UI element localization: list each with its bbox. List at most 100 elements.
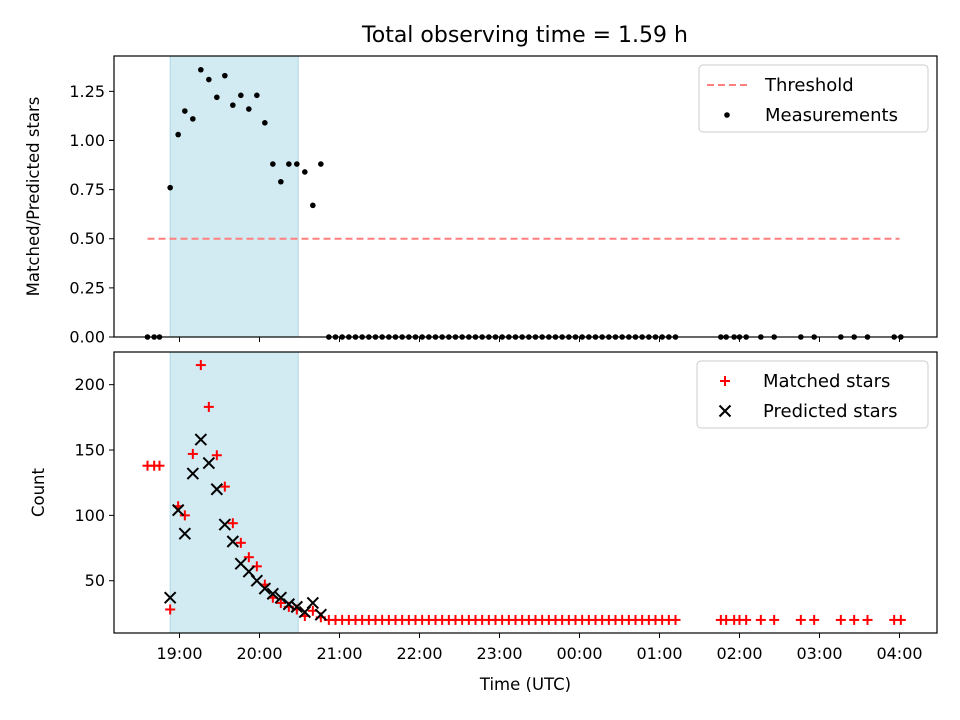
x-tick-label: 20:00 [236, 644, 282, 663]
predicted-star-point [306, 596, 320, 610]
predicted-star-stroke-b [282, 598, 296, 611]
measurement-point [278, 178, 284, 185]
predicted-star-stroke-b [178, 527, 192, 540]
measurement-point [175, 131, 181, 138]
predicted-star-stroke-b [306, 596, 320, 610]
legend-label: Matched stars [763, 371, 890, 392]
predicted-star-point [202, 456, 216, 470]
y-tick-label: 150 [74, 441, 105, 460]
predicted-star-stroke-b [218, 518, 232, 531]
legend-predicted-handle [718, 404, 732, 418]
chart-title: Total observing time = 1.59 h [361, 23, 688, 48]
matched-star-point [862, 614, 873, 625]
predicted-star-point [258, 582, 272, 595]
y-tick-label: 100 [74, 506, 105, 525]
matched-star-point [243, 552, 254, 563]
measurement-point [222, 72, 228, 79]
legend-measurement-handle [724, 112, 730, 118]
predicted-star-point [210, 483, 224, 496]
ratio-panel: 0.00 0.25 0.50 0.75 1.00 1.25 Matched/Predicte… [24, 55, 938, 347]
matched-star-point [809, 614, 820, 625]
matched-star-point [165, 604, 176, 615]
measurement-point [238, 92, 244, 99]
axes-frame [113, 351, 938, 634]
predicted-star-stroke-b [274, 591, 288, 604]
x-tick-label: 23:00 [476, 644, 522, 663]
predicted-star-stroke-b [171, 503, 185, 517]
predicted-star-point [194, 433, 208, 446]
x-tick-label: 00:00 [556, 644, 602, 663]
legend-label: Threshold [764, 75, 854, 96]
matched-star-point [235, 537, 246, 548]
y-tick-label: 0.25 [69, 278, 105, 297]
measurement-point [318, 161, 324, 167]
predicted-star-stroke-b [202, 456, 216, 470]
matched-star-point [211, 450, 222, 461]
predicted-star-point [178, 527, 192, 540]
predicted-star-stroke-b [234, 557, 248, 570]
matched-star-point [835, 614, 846, 625]
y-tick-label: 0.50 [69, 229, 105, 248]
y-tick-label: 0.75 [69, 180, 105, 199]
y-tick-label: 1.00 [69, 131, 105, 150]
y-axis-label: Count [29, 467, 48, 517]
measurement-point [190, 116, 196, 122]
matched-star-point [849, 614, 860, 625]
matched-star-point [741, 614, 752, 625]
predicted-star-point [282, 598, 296, 611]
measurement-point [286, 161, 292, 167]
x-axis-label: Time (UTC) [479, 675, 571, 694]
measurement-point [214, 94, 220, 101]
x-tick-label: 22:00 [396, 644, 442, 663]
predicted-star-point [163, 591, 177, 604]
matched-star-point [795, 614, 806, 625]
matched-star-point [203, 401, 214, 412]
predicted-star-stroke-b [226, 535, 240, 548]
observing-window-shade [169, 351, 299, 634]
predicted-star-stroke-b [210, 483, 224, 496]
predicted-star-point [266, 587, 280, 600]
matched-star-point [769, 614, 780, 625]
predicted-star-stroke-b [290, 600, 304, 614]
y-tick-label: 200 [74, 375, 105, 394]
predicted-star-stroke-b [250, 574, 264, 587]
matched-star-point [895, 614, 906, 625]
x-tick-label: 01:00 [636, 644, 682, 663]
legend: Threshold Measurements [698, 64, 929, 133]
legend-label: Measurements [765, 105, 898, 126]
predicted-star-point [274, 591, 288, 604]
predicted-star-point [314, 608, 328, 621]
y-tick-label: 1.25 [69, 82, 105, 101]
matched-star-point [670, 614, 681, 625]
count-panel: 50 100 150 200 19:00 20:00 21:00 22:00 23:00 00:0… [29, 351, 938, 694]
legend-label: Predicted stars [763, 401, 897, 422]
predicted-star-point [218, 518, 232, 531]
matched-star-point [195, 360, 206, 371]
x-tick-label: 02:00 [716, 644, 762, 663]
predicted-star-point [226, 535, 240, 548]
matched-star-point [275, 597, 286, 608]
measurement-point [230, 102, 236, 108]
predicted-star-stroke-b [186, 467, 200, 480]
measurement-point [270, 161, 276, 167]
predicted-star-stroke-b [194, 433, 208, 446]
y-axis-label: Matched/Predicted stars [24, 97, 43, 297]
matched-star-point [179, 510, 190, 521]
x-tick-label: 19:00 [156, 644, 202, 663]
measurement-point [167, 184, 173, 191]
y-tick-label: 50 [85, 571, 105, 590]
matched-star-point [219, 481, 230, 492]
matched-star-point [755, 614, 766, 625]
predicted-star-point [290, 600, 304, 614]
x-tick-label: 21:00 [316, 644, 362, 663]
measurement-point [310, 202, 316, 209]
predicted-star-stroke-b [242, 565, 256, 578]
predicted-star-point [171, 503, 185, 517]
y-tick-label: 0.00 [69, 328, 105, 347]
predicted-star-stroke-b [314, 608, 328, 621]
matched-star-point [187, 448, 198, 459]
measurement-point [262, 120, 268, 126]
predicted-star-stroke-b [266, 587, 280, 600]
measurement-point [246, 106, 252, 112]
